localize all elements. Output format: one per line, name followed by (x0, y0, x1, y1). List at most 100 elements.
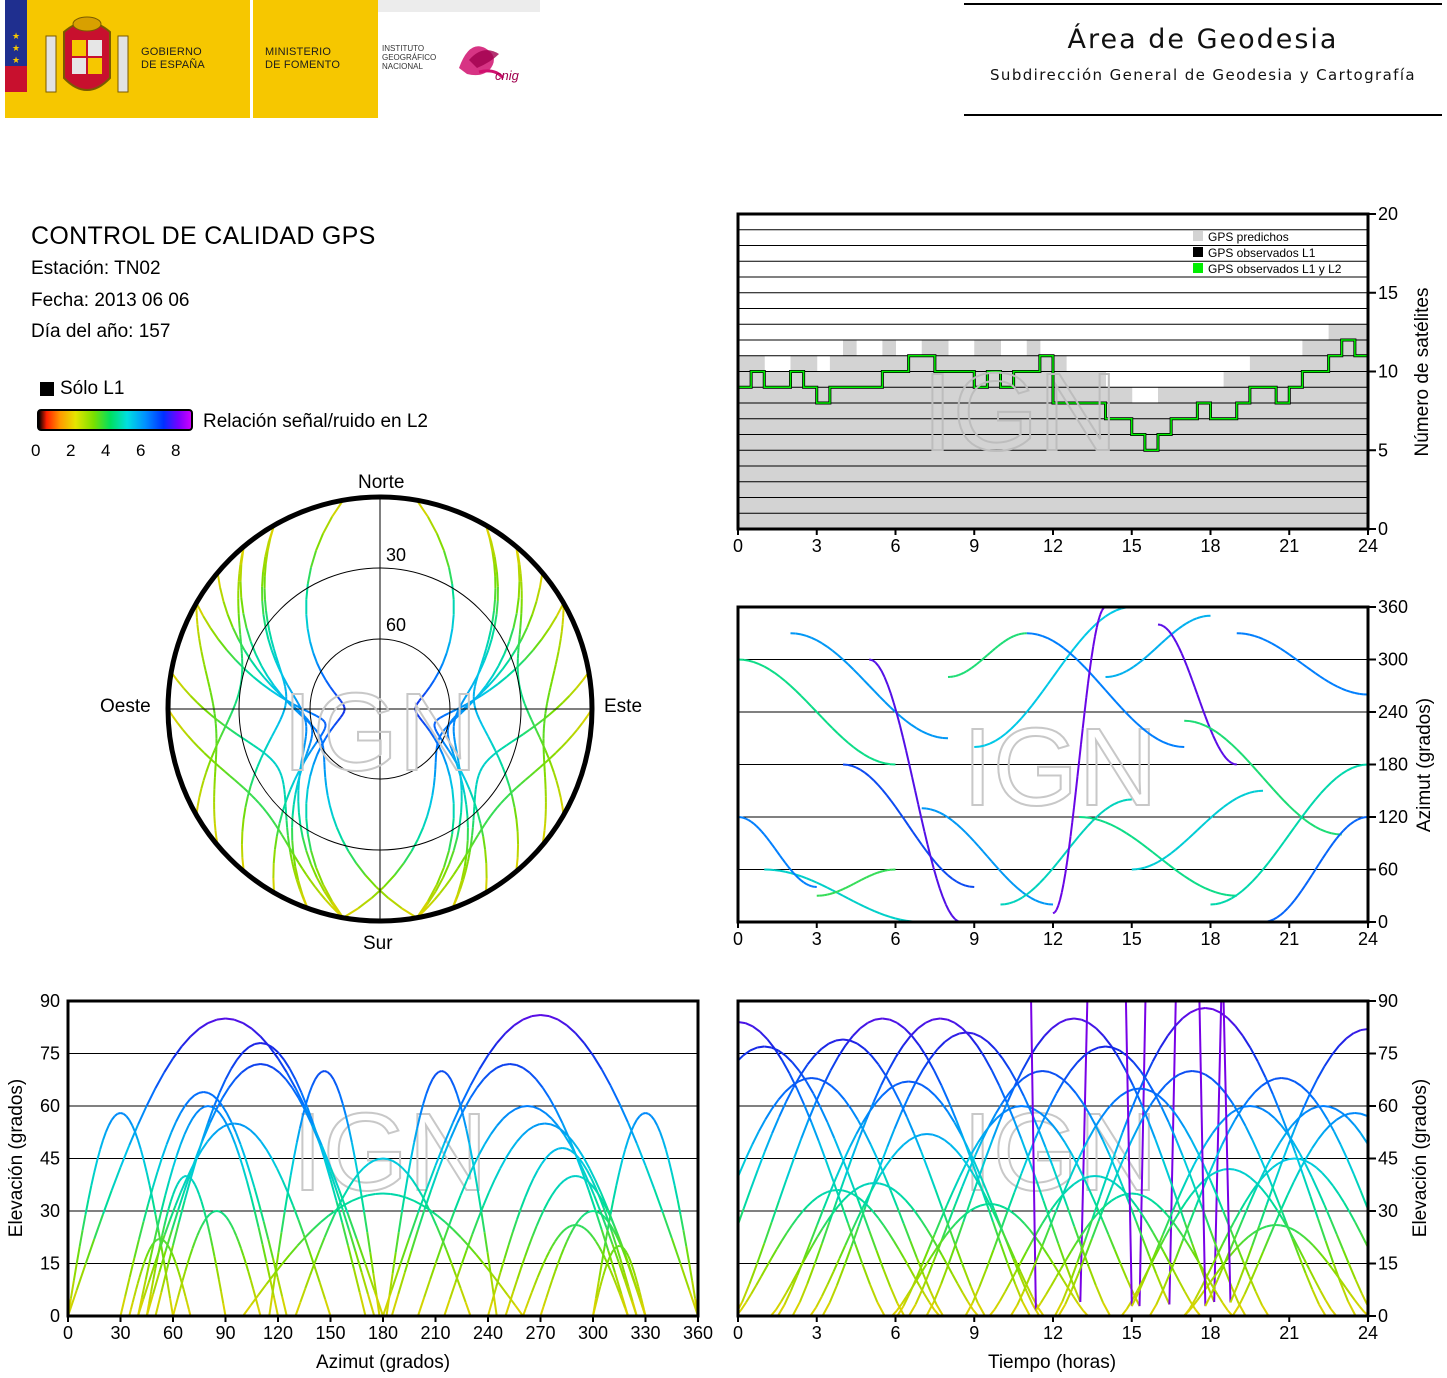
elevation-track-segment (987, 1041, 996, 1050)
elevation-azimuth-segment (535, 1078, 544, 1089)
elevation-track-segment (914, 1133, 922, 1138)
azimuth-track-segment (1168, 743, 1175, 747)
elevation-azimuth-segment (462, 1115, 468, 1129)
elevation-azimuth-segment (399, 1237, 411, 1265)
elevation-azimuth-segment (536, 1270, 542, 1278)
skyplot-track-segment (466, 815, 469, 828)
skyplot-track-segment (571, 729, 578, 737)
l1-legend-label: Sólo L1 (60, 378, 125, 399)
elevation-azimuth-segment (183, 1171, 192, 1191)
skyplot-track-segment (539, 761, 546, 769)
skyplot-track-segment (286, 827, 289, 836)
skyplot-track-segment (302, 755, 309, 764)
azimuth-track-segment (858, 879, 862, 883)
elevation-azimuth-segment (582, 1177, 588, 1182)
skyplot-track-segment (432, 777, 436, 786)
elevation-azimuth-segment (448, 1282, 457, 1300)
elevation-azimuth-segment (562, 1147, 567, 1150)
azimuth-track-segment (872, 779, 879, 786)
skyplot-track-segment (238, 783, 245, 789)
elevation-azimuth-segment (443, 1122, 454, 1144)
azimuth-track-segment (1104, 805, 1111, 811)
azimuth-track-segment (1230, 743, 1238, 750)
elevation-track-segment (1138, 1001, 1147, 1307)
elevation-track-segment (771, 1116, 781, 1134)
elevation-azimuth-segment (107, 1119, 113, 1126)
azimuth-track-segment (750, 820, 755, 825)
elevation-track-segment (1323, 1204, 1332, 1221)
elevation-azimuth-segment (156, 1157, 164, 1173)
elevation-azimuth-segment (314, 1249, 321, 1263)
azimuth-track-segment (1122, 670, 1127, 674)
skyplot-track-segment (478, 719, 483, 726)
elevation-azimuth-segment (508, 1108, 516, 1114)
azimuth-track-segment (851, 764, 857, 769)
elevation-azimuth-segment (533, 1277, 539, 1286)
elevation-track-segment (1359, 1189, 1368, 1208)
skyplot-track-segment (196, 701, 205, 710)
elevation-azimuth-segment (323, 1159, 332, 1180)
azimuth-track-segment (905, 720, 912, 726)
elevation-track-segment (1183, 1291, 1191, 1302)
azimuth-track-segment (1071, 807, 1075, 823)
elevation-track-segment (843, 1098, 852, 1110)
skyplot-track-segment (568, 687, 577, 697)
azimuth-track-segment (1057, 899, 1061, 907)
skyplot-track-segment (436, 866, 445, 885)
elevation-azimuth-segment (175, 1143, 182, 1156)
azimuth-track-segment (1115, 607, 1122, 612)
azimuth-track-segment (923, 831, 929, 845)
azimuth-track-segment (1078, 660, 1086, 668)
elevation-azimuth-segment (200, 1201, 205, 1210)
elevation-track-segment (1374, 1224, 1381, 1241)
elevation-azimuth-segment (615, 1235, 621, 1243)
elevation-azimuth-segment (258, 1203, 265, 1222)
gobierno-text: GOBIERNO DE ESPAÑA (141, 46, 205, 71)
azimuth-track-segment (1164, 636, 1170, 641)
elevation-track-segment (792, 1074, 802, 1089)
elevation-azimuth-segment (215, 1267, 220, 1280)
azimuth-track-segment (1215, 891, 1222, 895)
elevation-track-segment (889, 1286, 899, 1304)
elevation-azimuth-segment (171, 1209, 180, 1231)
elevation-track-segment (1012, 1119, 1023, 1140)
elevation-azimuth-segment (606, 1214, 612, 1231)
elevation-track-segment (1348, 1112, 1355, 1115)
skyplot-track-segment (330, 905, 338, 913)
elevation-track-segment (1064, 1142, 1073, 1154)
elevation-azimuth-segment (538, 1108, 547, 1114)
elevation-azimuth-segment (438, 1070, 442, 1073)
azimuth-track-segment (1298, 812, 1306, 821)
elevation-track-segment (1151, 1092, 1160, 1104)
skyplot-track-segment (246, 785, 252, 797)
elevation-track-segment (1303, 1258, 1311, 1271)
elevation-azimuth-segment (198, 1224, 204, 1231)
elevation-track-segment (1167, 1121, 1177, 1139)
elevation-track-segment (720, 1207, 726, 1224)
azimuth-track-segment (1192, 829, 1199, 835)
elevation-track-segment (798, 1283, 809, 1303)
elevation-track-segment (1182, 1011, 1191, 1019)
elevation-azimuth-segment (645, 1112, 649, 1115)
skyplot-track-segment (468, 789, 475, 801)
observed-l1-l2-line (738, 339, 1369, 451)
elevation-azimuth-segment (266, 1064, 274, 1069)
label-north: Norte (358, 472, 404, 493)
azimuth-track-segment (1007, 636, 1012, 640)
azimuth-track-segment (1118, 799, 1124, 804)
elevation-track-segment (958, 1164, 967, 1178)
azimuth-track-segment (1110, 695, 1117, 703)
elevation-track-segment (1176, 1227, 1184, 1236)
elevation-track-segment (775, 1301, 782, 1311)
elevation-azimuth-segment (78, 1230, 84, 1247)
elevation-track-segment (1014, 1283, 1024, 1303)
azimuth-track-segment (1256, 868, 1264, 877)
elevation-azimuth-segment (164, 1240, 168, 1245)
azimuth-track-segment (805, 634, 812, 639)
skyplot-track-segment (261, 806, 267, 813)
elevation-azimuth-segment (579, 1175, 584, 1180)
elevation-track-segment (939, 1017, 948, 1021)
elevation-track-segment (1021, 1105, 1028, 1108)
elevation-track-segment (954, 1022, 963, 1030)
elevation-track-segment (804, 1077, 812, 1080)
